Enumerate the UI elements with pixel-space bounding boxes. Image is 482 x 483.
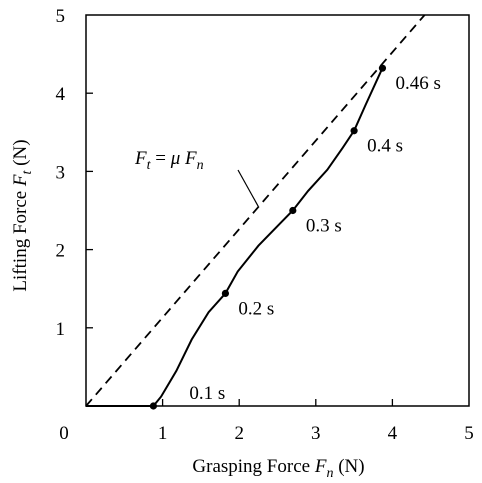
tick-layer: 0 1 2 3 4 5 1 2 3 4 5 xyxy=(56,6,474,444)
friction-limit-line xyxy=(85,14,426,407)
y-axis-label: Lifting Force Ft (N) xyxy=(10,139,35,291)
marker-layer: 0.1 s 0.2 s 0.3 s 0.4 s 0.46 s xyxy=(149,64,441,410)
time-marker-label: 0.3 s xyxy=(306,216,342,237)
time-marker-label: 0.4 s xyxy=(367,136,403,157)
plot-frame xyxy=(85,14,470,407)
x-tick-label: 4 xyxy=(388,423,398,444)
x-tick-label: 2 xyxy=(234,423,244,444)
y-tick-label: 3 xyxy=(56,162,66,183)
x-tick-label: 3 xyxy=(311,423,321,444)
time-marker-label: 0.46 s xyxy=(395,73,440,94)
x-axis-label: Grasping Force Fn (N) xyxy=(192,456,364,481)
y-tick-label: 1 xyxy=(56,319,66,340)
y-tick-label: 2 xyxy=(56,241,66,262)
x-tick-label: 0 xyxy=(59,423,69,444)
time-marker-point xyxy=(378,64,387,72)
time-marker-label: 0.2 s xyxy=(238,298,274,319)
series-layer xyxy=(85,14,426,407)
x-tick-label: 1 xyxy=(158,423,168,444)
x-tick-label: 5 xyxy=(464,423,474,444)
time-marker-point xyxy=(289,206,297,215)
friction-equation-label: Ft = μ Fn xyxy=(134,148,204,173)
time-marker-point xyxy=(350,127,358,135)
annotation-layer: Ft = μ Fn xyxy=(134,148,259,207)
time-marker-point xyxy=(221,289,230,297)
force-trajectory-line xyxy=(86,67,384,407)
y-tick-label: 5 xyxy=(56,6,66,27)
time-marker-point xyxy=(149,402,158,410)
time-marker-label: 0.1 s xyxy=(189,383,225,404)
y-tick-label: 4 xyxy=(56,84,66,105)
equation-pointer-line xyxy=(237,169,259,207)
